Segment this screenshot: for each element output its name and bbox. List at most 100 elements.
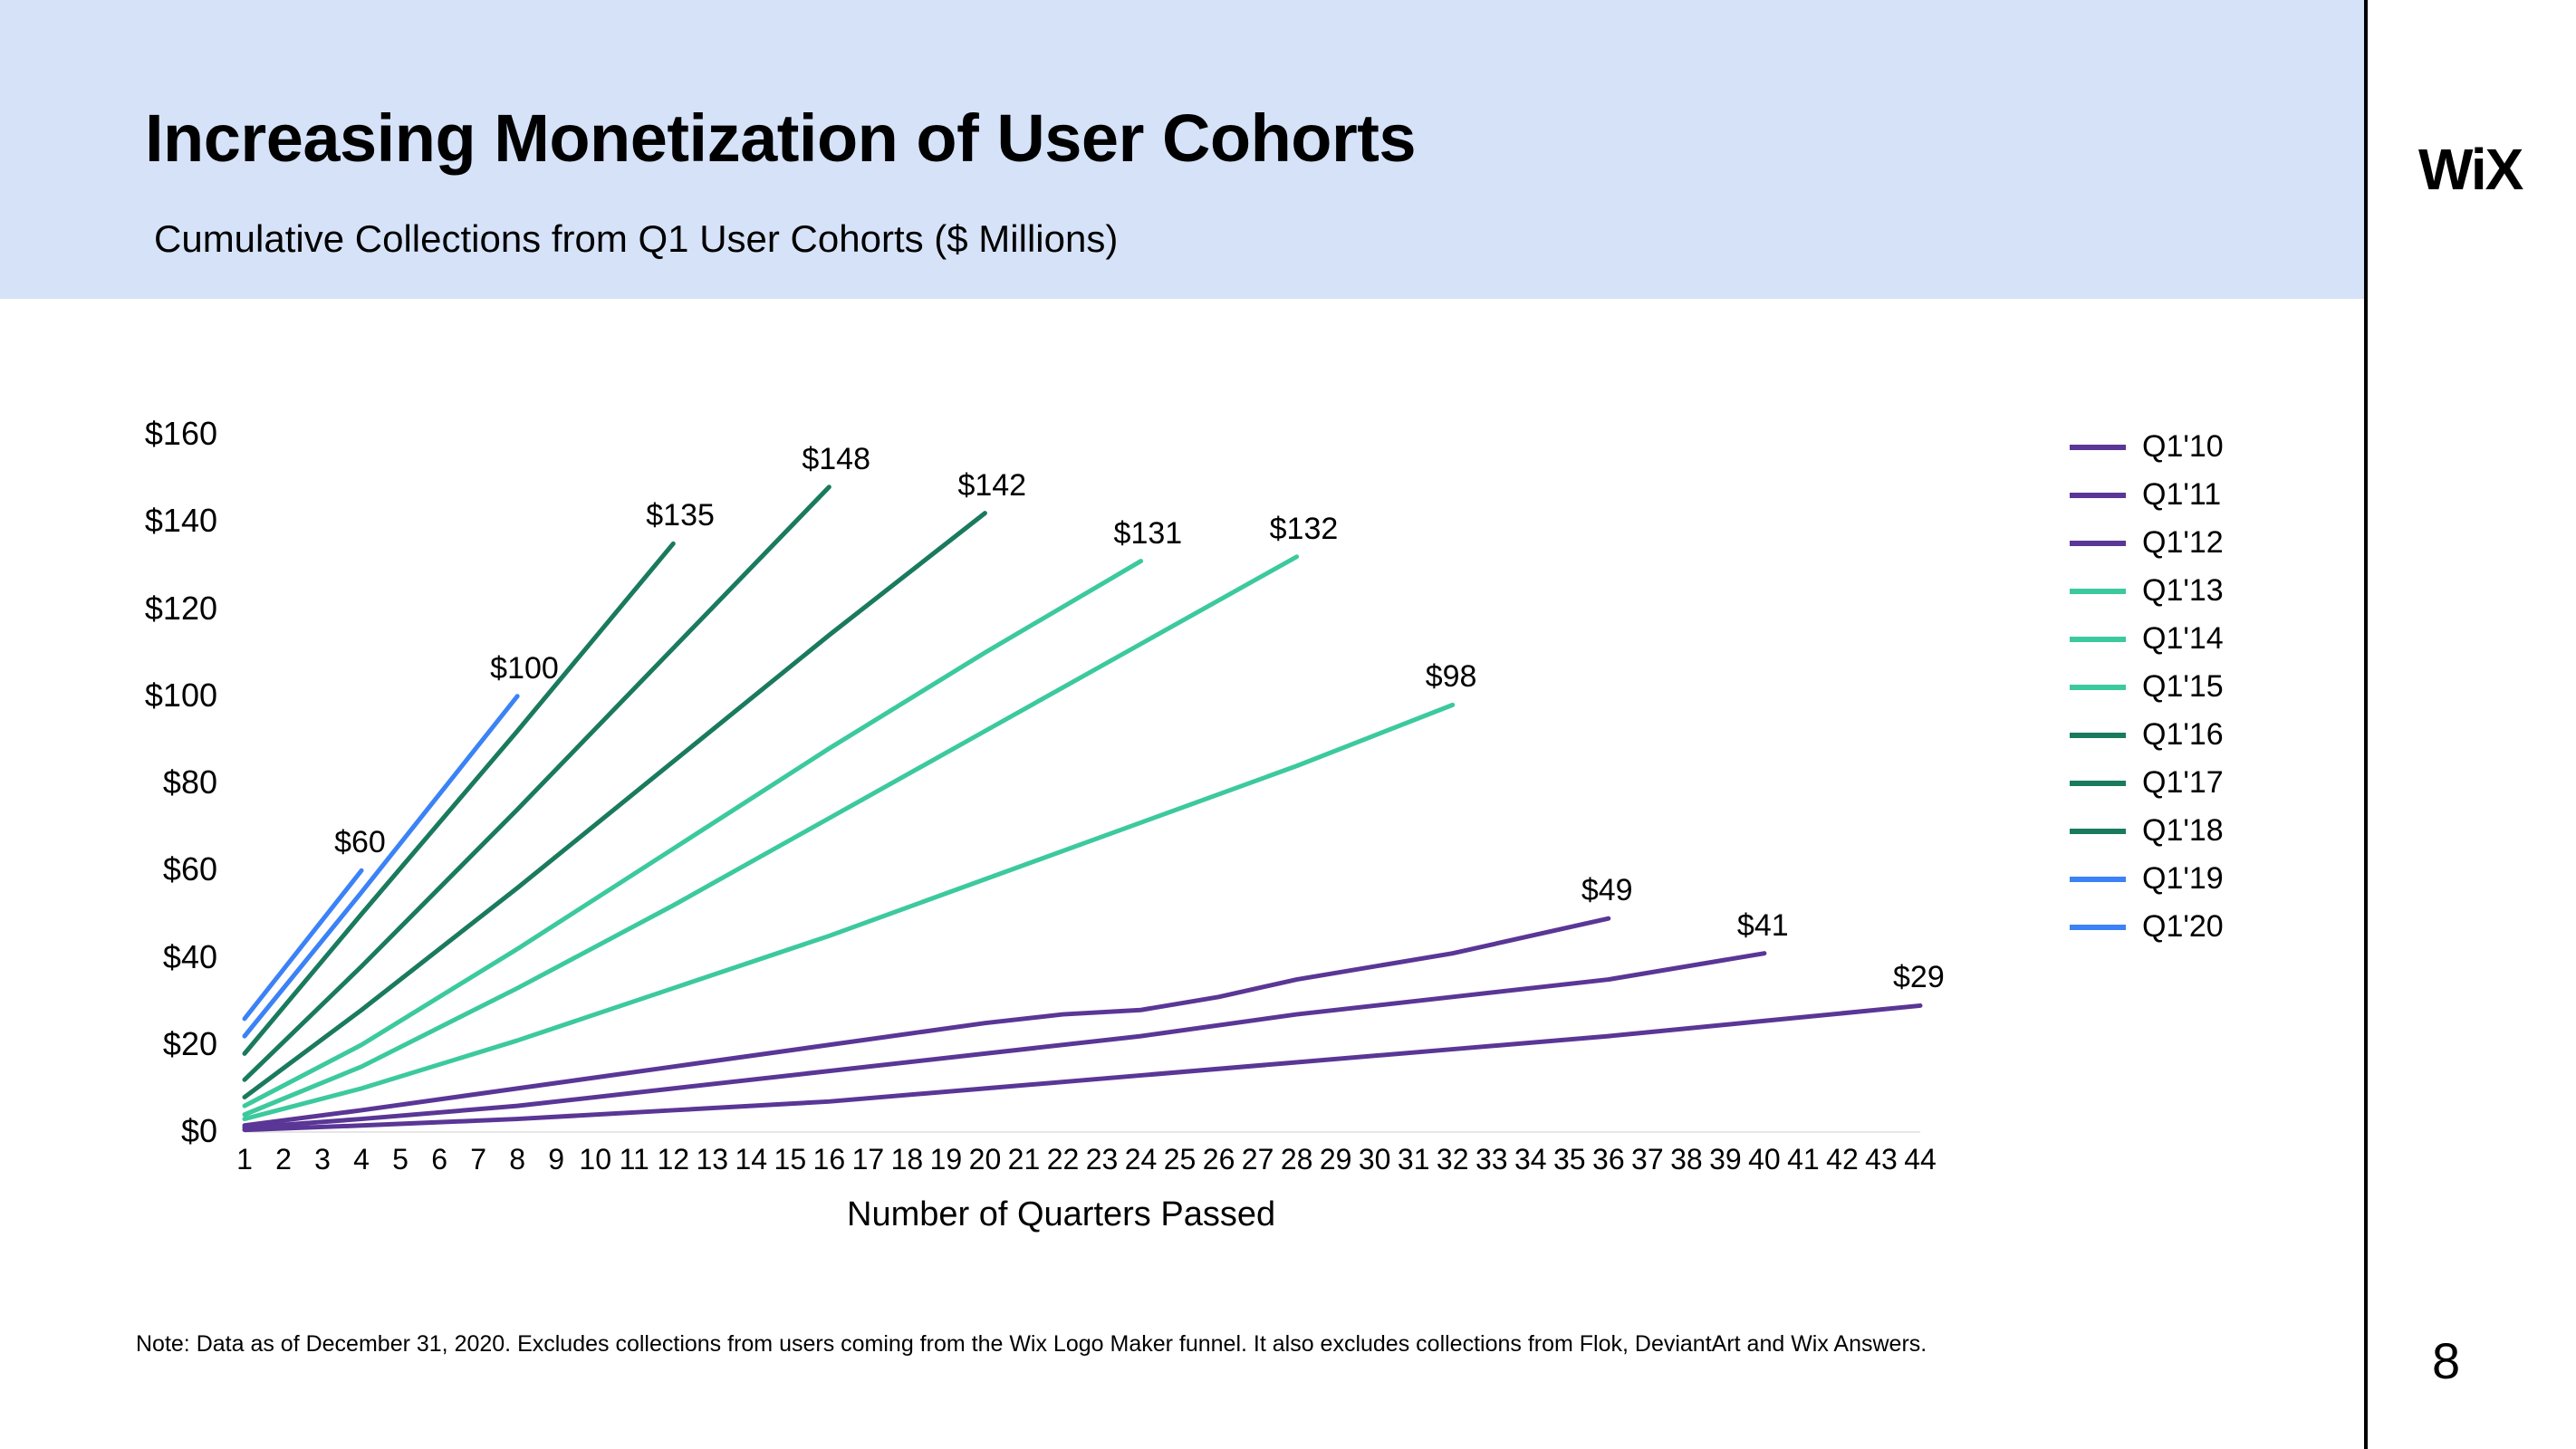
legend-item: Q1'12: [2070, 519, 2305, 567]
legend-label: Q1'13: [2142, 573, 2224, 609]
legend-label: Q1'20: [2142, 909, 2224, 945]
y-tick-label: $60: [118, 850, 217, 888]
legend-item: Q1'13: [2070, 567, 2305, 615]
legend-label: Q1'17: [2142, 765, 2224, 801]
x-tick-label: 41: [1785, 1143, 1821, 1176]
x-tick-label: 8: [499, 1143, 535, 1176]
x-axis-title: Number of Quarters Passed: [847, 1195, 1275, 1234]
legend-label: Q1'18: [2142, 813, 2224, 849]
legend-label: Q1'16: [2142, 717, 2224, 753]
x-tick-label: 1: [226, 1143, 263, 1176]
legend-swatch: [2070, 445, 2126, 450]
series-end-label: $49: [1581, 873, 1633, 908]
x-tick-label: 32: [1435, 1143, 1471, 1176]
x-tick-label: 40: [1746, 1143, 1783, 1176]
x-tick-label: 28: [1279, 1143, 1315, 1176]
x-tick-label: 17: [850, 1143, 886, 1176]
legend-label: Q1'19: [2142, 861, 2224, 897]
legend-label: Q1'12: [2142, 525, 2224, 561]
x-tick-label: 9: [538, 1143, 574, 1176]
x-tick-label: 26: [1201, 1143, 1237, 1176]
legend-item: Q1'11: [2070, 471, 2305, 519]
legend-item: Q1'14: [2070, 615, 2305, 663]
series-end-label: $142: [957, 468, 1026, 504]
series-end-label: $131: [1114, 516, 1183, 552]
page-title: Increasing Monetization of User Cohorts: [145, 100, 1416, 177]
legend-item: Q1'16: [2070, 711, 2305, 759]
legend-item: Q1'18: [2070, 807, 2305, 855]
x-tick-label: 16: [811, 1143, 847, 1176]
x-tick-label: 35: [1552, 1143, 1588, 1176]
x-tick-label: 19: [928, 1143, 964, 1176]
legend-label: Q1'11: [2142, 477, 2221, 513]
legend-swatch: [2070, 925, 2126, 930]
y-tick-label: $80: [118, 763, 217, 801]
series-end-label: $60: [334, 825, 386, 860]
series-end-label: $100: [490, 651, 559, 686]
x-tick-label: 23: [1084, 1143, 1120, 1176]
page-number: 8: [2432, 1331, 2460, 1390]
legend-swatch: [2070, 541, 2126, 546]
brand-logo: WiX: [2418, 136, 2522, 203]
slide-content: Increasing Monetization of User Cohorts …: [0, 0, 2364, 1449]
x-tick-label: 5: [382, 1143, 418, 1176]
x-tick-label: 39: [1707, 1143, 1744, 1176]
x-tick-label: 21: [1005, 1143, 1042, 1176]
x-tick-label: 4: [343, 1143, 380, 1176]
x-tick-label: 44: [1902, 1143, 1938, 1176]
x-tick-label: 33: [1474, 1143, 1510, 1176]
legend-swatch: [2070, 637, 2126, 642]
x-tick-label: 37: [1629, 1143, 1666, 1176]
x-tick-label: 30: [1357, 1143, 1393, 1176]
x-tick-label: 7: [460, 1143, 496, 1176]
x-tick-label: 29: [1318, 1143, 1354, 1176]
legend-swatch: [2070, 781, 2126, 786]
legend-swatch: [2070, 877, 2126, 882]
x-tick-label: 24: [1123, 1143, 1159, 1176]
y-tick-label: $160: [118, 415, 217, 453]
x-tick-label: 14: [733, 1143, 769, 1176]
legend-label: Q1'15: [2142, 669, 2224, 705]
x-tick-label: 10: [577, 1143, 613, 1176]
right-border: [2364, 0, 2368, 1449]
legend-item: Q1'19: [2070, 855, 2305, 903]
y-tick-label: $0: [118, 1112, 217, 1150]
x-tick-label: 2: [265, 1143, 302, 1176]
legend-swatch: [2070, 493, 2126, 498]
cohort-chart: $0$20$40$60$80$100$120$140$1601234567891…: [118, 408, 1947, 1195]
x-tick-label: 34: [1513, 1143, 1549, 1176]
y-tick-label: $100: [118, 677, 217, 715]
x-tick-label: 31: [1396, 1143, 1432, 1176]
legend-swatch: [2070, 589, 2126, 594]
x-tick-label: 27: [1240, 1143, 1276, 1176]
x-tick-label: 22: [1044, 1143, 1081, 1176]
x-tick-label: 36: [1591, 1143, 1627, 1176]
legend-item: Q1'10: [2070, 423, 2305, 471]
x-tick-label: 38: [1668, 1143, 1705, 1176]
y-tick-label: $120: [118, 590, 217, 628]
series-end-label: $41: [1737, 908, 1789, 944]
series-end-label: $98: [1426, 659, 1477, 695]
x-tick-label: 3: [304, 1143, 341, 1176]
series-end-label: $135: [646, 498, 715, 533]
y-tick-label: $20: [118, 1025, 217, 1063]
legend-label: Q1'10: [2142, 429, 2224, 465]
x-tick-label: 18: [889, 1143, 925, 1176]
legend-swatch: [2070, 685, 2126, 690]
series-end-label: $148: [802, 442, 870, 477]
footnote: Note: Data as of December 31, 2020. Excl…: [136, 1331, 1927, 1358]
x-tick-label: 20: [966, 1143, 1003, 1176]
legend-swatch: [2070, 733, 2126, 738]
x-tick-label: 11: [616, 1143, 652, 1176]
legend-swatch: [2070, 829, 2126, 834]
series-end-label: $29: [1893, 960, 1945, 995]
chart-svg: [118, 408, 1947, 1195]
legend-item: Q1'20: [2070, 903, 2305, 951]
legend-label: Q1'14: [2142, 621, 2224, 657]
x-tick-label: 15: [772, 1143, 808, 1176]
x-tick-label: 25: [1162, 1143, 1198, 1176]
y-tick-label: $40: [118, 938, 217, 976]
x-tick-label: 6: [421, 1143, 457, 1176]
legend-item: Q1'15: [2070, 663, 2305, 711]
series-end-label: $132: [1270, 512, 1339, 547]
